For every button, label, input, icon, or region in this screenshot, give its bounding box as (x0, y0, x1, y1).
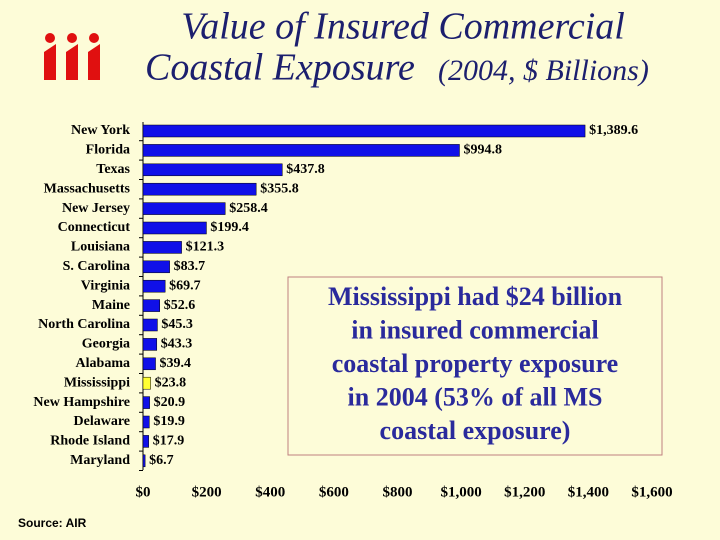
value-label: $45.3 (161, 317, 193, 332)
chart-title: Value of Insured Commercial (181, 6, 625, 48)
chart-title: Coastal Exposure (145, 47, 415, 89)
source: Source: AIR (18, 516, 87, 530)
bar (142, 144, 460, 157)
bar (142, 221, 207, 235)
annotation: in insured commercial (351, 315, 598, 344)
y-tick-label: New Jersey (62, 201, 130, 216)
y-tick-label: Texas (96, 162, 130, 177)
bar (142, 454, 146, 468)
y-tick-label: Virginia (81, 278, 130, 293)
annotation: coastal exposure) (380, 416, 571, 445)
bar (142, 241, 182, 254)
value-label: $199.4 (210, 220, 249, 235)
annotation-box (287, 276, 663, 456)
y-tick-label: Mississippi (64, 375, 130, 390)
bar (142, 299, 160, 312)
value-label: $994.8 (463, 143, 502, 158)
value-label: $52.6 (164, 298, 196, 313)
bar (142, 396, 150, 409)
bar (142, 163, 283, 177)
annotation: Mississippi had $24 billion (328, 282, 623, 311)
x-tick-label: $0 (136, 484, 151, 500)
bar (142, 435, 149, 448)
bar (142, 124, 586, 138)
value-label: $121.3 (186, 240, 225, 255)
bar (142, 338, 158, 351)
bar (142, 182, 257, 196)
x-tick-label: $200 (192, 484, 222, 500)
y-tick-label: Louisiana (71, 240, 130, 255)
value-label: $355.8 (260, 181, 299, 196)
value-label: $258.4 (229, 201, 267, 216)
value-label: $23.8 (155, 375, 187, 390)
bar (142, 415, 150, 429)
y-tick-label: New York (71, 123, 130, 138)
x-tick-label: $800 (383, 484, 413, 500)
x-tick-label: $400 (255, 484, 285, 500)
bar (142, 357, 156, 371)
value-label: $1,389.6 (589, 123, 638, 138)
y-tick-label: Maine (92, 298, 130, 313)
y-tick-label: Connecticut (58, 220, 131, 235)
value-label: $69.7 (169, 278, 201, 293)
y-tick-label: Massachusetts (44, 181, 131, 196)
bar (142, 279, 166, 293)
value-label: $43.3 (161, 337, 193, 352)
annotation: coastal property exposure (332, 349, 618, 378)
value-label: $6.7 (149, 453, 174, 468)
x-tick-label: $1,000 (441, 484, 482, 500)
x-tick-label: $1,400 (568, 484, 609, 500)
y-tick-label: Alabama (76, 356, 130, 371)
annotation: in 2004 (53% of all MS (348, 382, 603, 411)
value-label: $39.4 (160, 356, 192, 371)
y-tick-label: S. Carolina (63, 259, 130, 274)
logo (44, 33, 100, 80)
x-tick-label: $600 (319, 484, 349, 500)
y-tick-label: North Carolina (38, 317, 130, 332)
y-tick-label: Florida (86, 143, 130, 158)
value-label: $20.9 (154, 395, 186, 410)
chart-subtitle: (2004, $ Billions) (438, 54, 649, 87)
value-label: $437.8 (286, 162, 325, 177)
bar (142, 376, 151, 390)
value-label: $19.9 (153, 414, 185, 429)
bar (142, 318, 158, 332)
y-tick-label: Delaware (74, 414, 131, 429)
bar (142, 260, 170, 274)
value-label: $83.7 (174, 259, 206, 274)
y-tick-label: Maryland (70, 453, 130, 468)
value-label: $17.9 (153, 434, 185, 449)
y-tick-label: Georgia (82, 337, 130, 352)
bar (142, 202, 226, 215)
x-tick-label: $1,600 (631, 484, 672, 500)
y-tick-label: Rhode Island (50, 434, 130, 449)
y-tick-label: New Hampshire (33, 395, 130, 410)
x-tick-label: $1,200 (504, 484, 545, 500)
